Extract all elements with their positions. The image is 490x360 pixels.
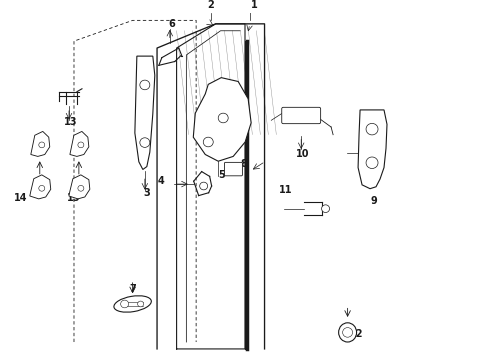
Circle shape [78, 185, 84, 191]
Text: 1: 1 [251, 0, 258, 10]
Text: 9: 9 [370, 196, 377, 206]
Text: 8: 8 [240, 159, 247, 169]
Circle shape [203, 137, 213, 147]
Ellipse shape [114, 296, 151, 312]
PathPatch shape [31, 131, 50, 156]
Text: 6: 6 [169, 19, 175, 29]
FancyBboxPatch shape [224, 162, 243, 176]
Text: 15: 15 [67, 193, 81, 203]
Circle shape [321, 205, 330, 212]
Text: 3: 3 [144, 188, 150, 198]
Circle shape [78, 142, 84, 148]
PathPatch shape [30, 175, 51, 199]
Text: 11: 11 [279, 185, 293, 195]
PathPatch shape [135, 56, 155, 170]
Circle shape [366, 123, 378, 135]
Text: 7: 7 [129, 284, 136, 294]
Circle shape [138, 301, 144, 307]
PathPatch shape [69, 175, 90, 199]
Text: 5: 5 [218, 170, 224, 180]
PathPatch shape [358, 110, 387, 189]
FancyBboxPatch shape [282, 107, 320, 123]
Text: 12: 12 [349, 329, 363, 338]
Circle shape [343, 328, 353, 337]
Circle shape [218, 113, 228, 123]
Circle shape [39, 185, 45, 191]
Circle shape [140, 80, 150, 90]
PathPatch shape [70, 131, 89, 156]
Ellipse shape [339, 323, 357, 342]
Circle shape [121, 300, 129, 308]
Circle shape [39, 142, 45, 148]
Circle shape [366, 157, 378, 168]
Text: 14: 14 [14, 193, 27, 203]
Circle shape [140, 138, 150, 147]
PathPatch shape [193, 78, 251, 161]
Text: 10: 10 [296, 149, 310, 159]
Text: 4: 4 [158, 176, 164, 185]
Circle shape [200, 182, 208, 190]
Text: 13: 13 [64, 117, 78, 127]
Text: 2: 2 [207, 0, 214, 10]
